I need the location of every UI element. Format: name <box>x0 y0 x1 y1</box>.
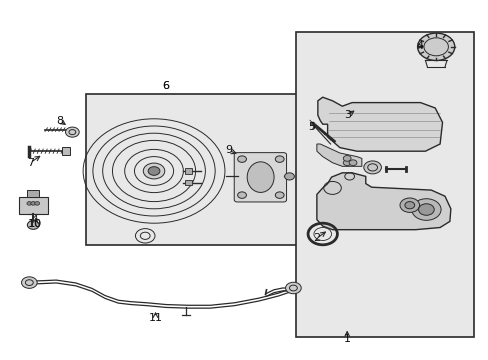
Circle shape <box>65 127 79 137</box>
Circle shape <box>313 228 331 240</box>
Ellipse shape <box>247 162 273 192</box>
Circle shape <box>148 167 160 175</box>
Circle shape <box>343 160 350 166</box>
Circle shape <box>285 282 301 294</box>
Circle shape <box>275 156 284 162</box>
Text: 7: 7 <box>27 158 34 168</box>
Text: 9: 9 <box>225 145 232 156</box>
Bar <box>61 147 70 155</box>
Circle shape <box>363 161 381 174</box>
Bar <box>295 32 473 337</box>
Polygon shape <box>317 97 442 151</box>
Text: 8: 8 <box>56 116 63 126</box>
Bar <box>184 168 191 174</box>
Circle shape <box>275 192 284 198</box>
Circle shape <box>27 202 32 205</box>
Text: 6: 6 <box>162 81 168 91</box>
Circle shape <box>35 202 40 205</box>
Text: 1: 1 <box>343 334 350 344</box>
Bar <box>85 94 307 245</box>
Text: 5: 5 <box>308 122 315 132</box>
Text: 2: 2 <box>313 233 320 243</box>
Circle shape <box>348 160 356 166</box>
Polygon shape <box>316 144 361 166</box>
Bar <box>19 197 48 214</box>
Circle shape <box>417 33 454 60</box>
Bar <box>184 180 191 185</box>
Text: 6: 6 <box>162 81 168 91</box>
Circle shape <box>143 163 164 179</box>
Circle shape <box>27 221 39 229</box>
Text: 10: 10 <box>29 219 41 229</box>
Text: 3: 3 <box>344 110 351 120</box>
Circle shape <box>411 199 440 220</box>
Circle shape <box>399 198 419 212</box>
Circle shape <box>237 192 246 198</box>
FancyBboxPatch shape <box>234 153 286 202</box>
Circle shape <box>31 202 36 205</box>
Polygon shape <box>316 173 450 230</box>
Circle shape <box>21 277 37 288</box>
Circle shape <box>343 156 350 161</box>
Circle shape <box>237 156 246 162</box>
Bar <box>27 190 39 197</box>
Text: 11: 11 <box>148 312 162 323</box>
Text: 10: 10 <box>28 219 42 229</box>
Circle shape <box>284 173 294 180</box>
Text: 4: 4 <box>415 41 422 51</box>
Circle shape <box>418 204 433 215</box>
Circle shape <box>404 202 414 209</box>
